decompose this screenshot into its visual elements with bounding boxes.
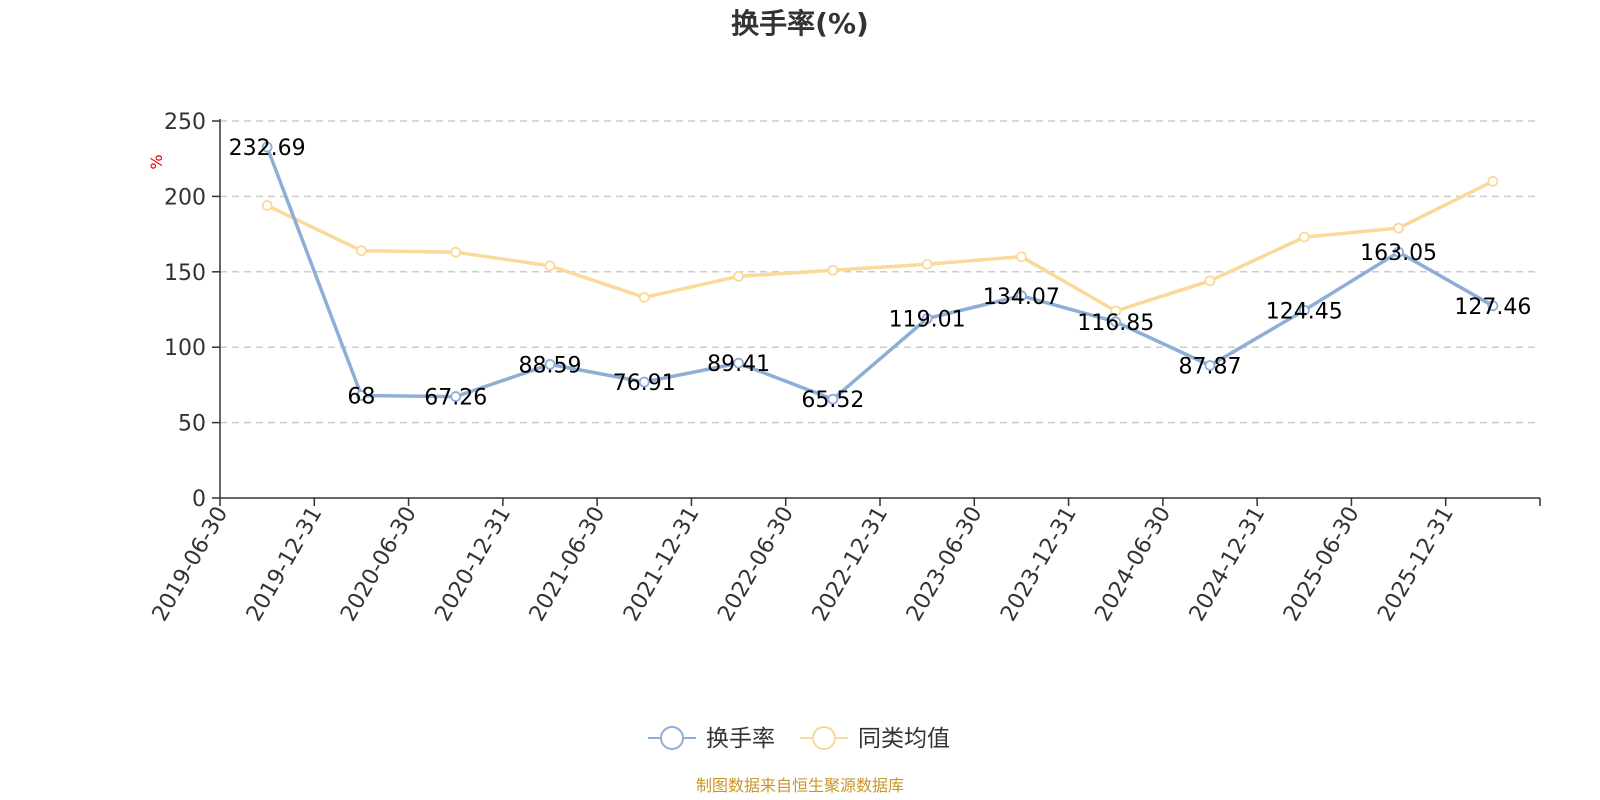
data-point-turnover[interactable] xyxy=(1487,300,1499,312)
x-tick-label: 2021-06-30 xyxy=(525,503,611,626)
x-axis-ticks: 2019-06-30 2019-12-31 2020-06-30 2020-12-31… xyxy=(148,498,1541,626)
data-point-turnover[interactable] xyxy=(1393,246,1404,258)
y-axis-unit-label: % xyxy=(147,154,166,169)
x-tick-label: 2024-06-30 xyxy=(1090,503,1176,626)
data-label: 68 xyxy=(347,384,375,409)
data-point-peer-average[interactable] xyxy=(261,200,273,211)
x-tick-label: 2025-12-31 xyxy=(1373,503,1459,626)
data-point-peer-average[interactable] xyxy=(921,258,933,270)
legend-item-turnover[interactable]: 换手率 xyxy=(648,726,775,752)
data-label: 127.46 xyxy=(1454,295,1531,320)
data-label: 119.01 xyxy=(889,308,966,333)
data-point-turnover[interactable] xyxy=(544,359,556,370)
y-tick-label: 100 xyxy=(164,336,206,361)
data-point-peer-average[interactable] xyxy=(1110,305,1122,317)
data-point-peer-average[interactable] xyxy=(733,270,744,282)
data-labels: 232.69 68 67.26 88.59 76.91 89.41 65.52 119.01 1… xyxy=(229,136,1532,413)
data-label: 124.45 xyxy=(1266,299,1343,324)
data-point-peer-average[interactable] xyxy=(1393,222,1404,234)
data-point-peer-average[interactable] xyxy=(544,260,556,272)
legend-marker-icon xyxy=(812,726,836,750)
series-line-turnover xyxy=(265,146,1494,401)
data-label: 76.91 xyxy=(613,371,676,396)
data-label: 87.87 xyxy=(1179,354,1242,379)
data-label: 116.85 xyxy=(1077,311,1154,336)
data-point-peer-average[interactable] xyxy=(1204,275,1216,287)
data-point-turnover[interactable] xyxy=(638,376,650,388)
data-point-peer-average[interactable] xyxy=(1298,231,1310,243)
data-label: 134.07 xyxy=(983,285,1060,310)
data-point-turnover[interactable] xyxy=(827,393,839,405)
data-label: 163.05 xyxy=(1360,241,1437,266)
x-tick-label: 2022-12-31 xyxy=(808,503,894,626)
x-tick-label: 2023-06-30 xyxy=(902,502,988,625)
data-label: 67.26 xyxy=(424,386,487,411)
chart-title: 换手率(%) xyxy=(731,7,869,40)
data-point-turnover[interactable] xyxy=(733,357,744,369)
x-tick-label: 2022-06-30 xyxy=(713,503,799,626)
legend-label-peer-average: 同类均值 xyxy=(858,726,950,752)
data-point-turnover[interactable] xyxy=(921,313,933,324)
data-label: 89.41 xyxy=(707,352,770,377)
x-tick-label: 2020-06-30 xyxy=(336,502,422,625)
series-line-peer-average xyxy=(266,179,1494,313)
data-label: 232.69 xyxy=(229,136,306,161)
legend-item-peer-average[interactable]: 同类均值 xyxy=(800,726,950,752)
series-points xyxy=(261,141,1499,405)
series-lines xyxy=(265,146,1494,401)
data-point-turnover[interactable] xyxy=(1298,304,1310,316)
data-point-peer-average[interactable] xyxy=(638,292,650,303)
y-tick-label: 50 xyxy=(178,412,206,437)
data-label: 88.59 xyxy=(519,353,582,378)
data-point-turnover[interactable] xyxy=(1110,316,1122,328)
y-tick-label: 0 xyxy=(192,487,206,512)
x-tick-label: 2021-12-31 xyxy=(619,503,705,626)
x-tick-label: 2019-12-31 xyxy=(242,503,328,626)
x-tick-label: 2019-06-30 xyxy=(148,503,234,626)
y-tick-label: 250 xyxy=(164,110,206,135)
legend-marker-icon xyxy=(660,726,684,750)
data-point-peer-average[interactable] xyxy=(356,245,367,257)
legend-label-turnover: 换手率 xyxy=(706,726,775,752)
data-point-peer-average[interactable] xyxy=(450,246,462,258)
data-point-peer-average[interactable] xyxy=(1487,175,1499,187)
data-point-turnover[interactable] xyxy=(450,391,462,402)
x-tick-label: 2020-12-31 xyxy=(430,503,516,626)
data-point-peer-average[interactable] xyxy=(1016,251,1027,263)
legend: 换手率 同类均值 xyxy=(648,726,950,752)
data-point-peer-average[interactable] xyxy=(827,264,839,276)
y-axis-ticks: 0 50 100 150 200 250 xyxy=(164,110,220,512)
data-label: 65.52 xyxy=(801,388,864,413)
x-tick-label: 2024-12-31 xyxy=(1185,503,1271,626)
data-point-turnover[interactable] xyxy=(1204,360,1216,371)
x-tick-label: 2025-06-30 xyxy=(1279,503,1365,626)
data-source-note: 制图数据来自恒生聚源数据库 xyxy=(696,776,904,795)
data-point-turnover[interactable] xyxy=(1016,290,1027,302)
data-point-turnover[interactable] xyxy=(356,390,367,401)
data-point-turnover[interactable] xyxy=(261,141,273,153)
x-tick-label: 2023-12-31 xyxy=(996,503,1082,626)
y-tick-label: 200 xyxy=(164,185,206,210)
y-tick-label: 150 xyxy=(164,261,206,286)
gridlines xyxy=(220,120,1540,424)
